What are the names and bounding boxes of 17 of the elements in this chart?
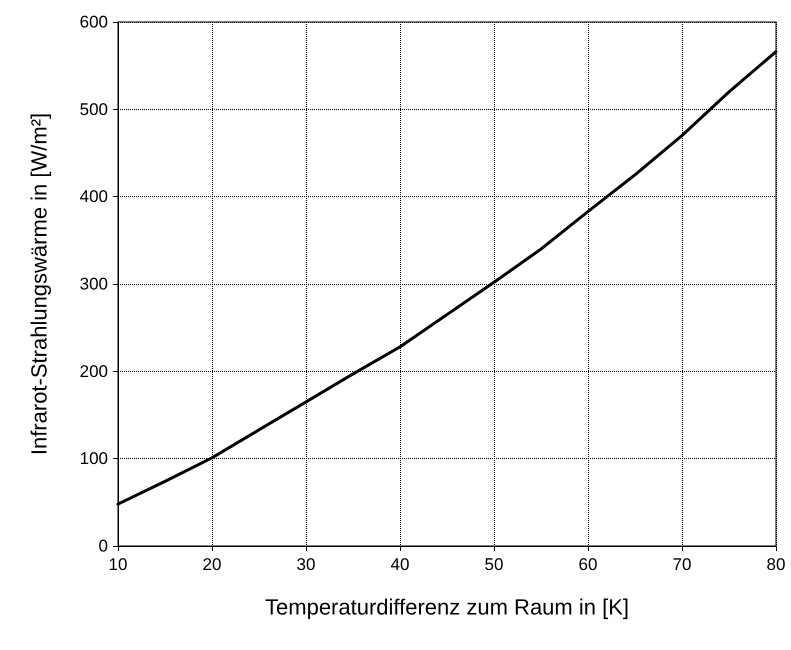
x-tick-label: 70 (672, 555, 692, 574)
x-axis-title: Temperaturdifferenz zum Raum in [K] (265, 594, 629, 620)
y-tick-label: 500 (80, 100, 108, 119)
y-tick-label: 400 (80, 187, 108, 206)
y-tick-label: 0 (98, 536, 108, 556)
x-tick-label: 80 (766, 555, 786, 574)
x-tick-label: 20 (202, 555, 222, 574)
x-tick-label: 10 (108, 555, 128, 574)
y-tick-label: 100 (80, 449, 108, 468)
x-tick-label: 50 (484, 555, 504, 574)
y-tick-label: 200 (80, 362, 108, 381)
x-tick-label: 40 (390, 555, 410, 574)
y-tick-label: 600 (80, 12, 108, 32)
y-tick-label: 300 (80, 274, 108, 294)
x-tick-label: 60 (578, 555, 598, 574)
x-tick-label: 30 (296, 555, 316, 574)
y-axis-title: Infrarot-Strahlungswärme in [W/m²] (26, 112, 52, 456)
